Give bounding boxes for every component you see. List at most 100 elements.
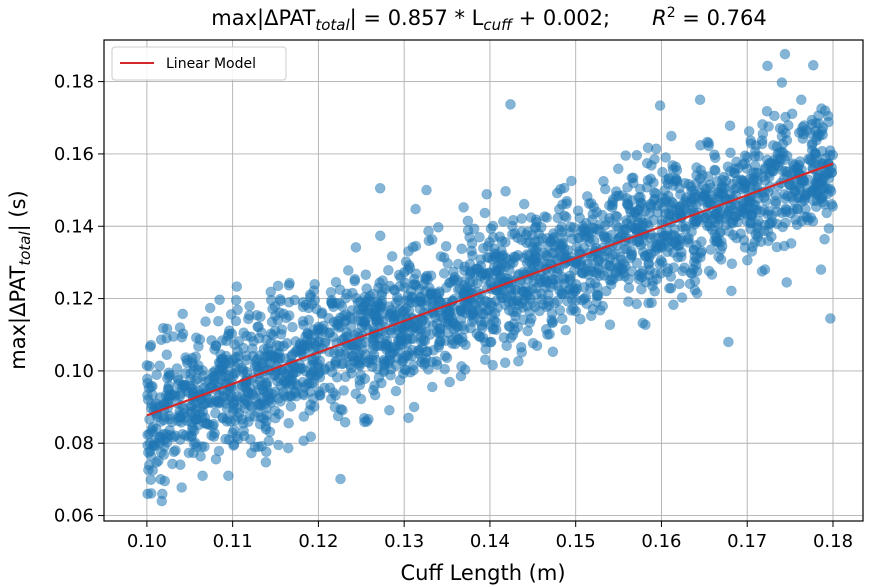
data-point — [644, 232, 656, 244]
data-point — [399, 266, 410, 278]
data-point — [392, 346, 404, 357]
data-point — [214, 294, 225, 306]
data-point — [603, 200, 615, 211]
data-point — [725, 166, 736, 177]
data-point — [238, 364, 249, 376]
data-point — [256, 380, 268, 392]
y-tick-label: 0.12 — [54, 289, 94, 310]
data-point — [522, 325, 534, 337]
data-point — [260, 456, 272, 468]
data-point — [213, 398, 224, 409]
y-tick-label: 0.14 — [54, 216, 94, 237]
data-point — [144, 341, 156, 353]
data-point — [325, 393, 337, 405]
data-point — [531, 217, 542, 228]
data-point — [597, 300, 609, 312]
data-point — [283, 279, 295, 291]
data-point — [642, 142, 654, 154]
data-point — [423, 364, 434, 375]
data-point — [309, 278, 321, 290]
data-point — [384, 311, 395, 323]
data-point — [743, 126, 755, 137]
data-point — [271, 339, 283, 351]
data-point — [785, 238, 797, 249]
data-point — [434, 296, 446, 308]
data-point — [410, 268, 422, 280]
data-point — [661, 266, 673, 278]
data-point — [223, 434, 235, 446]
data-point — [566, 175, 577, 187]
data-point — [568, 285, 580, 296]
data-point — [634, 183, 646, 195]
data-point — [462, 225, 474, 236]
data-point — [704, 221, 716, 232]
data-point — [485, 297, 497, 309]
data-point — [725, 147, 736, 159]
data-point — [640, 319, 651, 331]
data-point — [386, 251, 398, 262]
data-point — [219, 358, 231, 370]
data-point — [400, 350, 412, 361]
data-point — [390, 385, 402, 397]
data-point — [419, 285, 431, 297]
data-point — [816, 103, 827, 114]
data-point — [670, 237, 681, 248]
data-point — [798, 128, 809, 140]
data-point — [144, 414, 155, 425]
data-point — [723, 204, 735, 215]
data-point — [635, 197, 647, 209]
data-point — [210, 340, 221, 352]
data-point — [432, 222, 444, 233]
data-point — [660, 152, 672, 163]
data-point — [746, 208, 758, 220]
data-point — [485, 336, 497, 348]
data-point — [421, 184, 432, 196]
data-point — [807, 60, 819, 71]
data-point — [252, 407, 264, 418]
data-point — [384, 404, 395, 416]
data-point — [500, 186, 511, 197]
data-point — [240, 394, 251, 406]
data-point — [515, 341, 527, 353]
data-point — [374, 277, 386, 289]
data-point — [556, 313, 568, 325]
data-point — [695, 164, 707, 176]
data-point — [276, 324, 288, 335]
data-point — [751, 222, 763, 233]
data-point — [166, 416, 178, 428]
data-point — [197, 470, 208, 482]
data-point — [399, 277, 411, 289]
data-point — [289, 346, 301, 358]
data-point — [552, 295, 563, 307]
data-point — [674, 278, 685, 290]
data-point — [683, 232, 695, 244]
data-point — [541, 277, 553, 289]
data-point — [481, 189, 493, 200]
data-point — [335, 473, 346, 485]
data-point — [547, 316, 559, 328]
data-point — [483, 252, 494, 264]
data-point — [369, 389, 381, 401]
data-point — [194, 334, 206, 345]
data-point — [727, 178, 739, 190]
title-superscript-2: 2 — [667, 5, 676, 21]
data-point — [475, 260, 487, 272]
data-point — [547, 346, 559, 358]
data-point — [555, 183, 566, 195]
data-point — [339, 316, 351, 328]
x-tick-label: 0.10 — [127, 531, 167, 552]
x-axis-ticks: 0.10 0.11 0.12 0.13 0.14 0.15 0.16 0.17 0.18 — [127, 521, 853, 552]
data-point — [776, 77, 788, 88]
data-point — [479, 207, 491, 219]
data-point — [655, 254, 667, 266]
data-point — [688, 244, 700, 256]
data-point — [191, 413, 202, 425]
data-point — [626, 249, 638, 260]
data-point — [637, 246, 649, 258]
x-tick-label: 0.13 — [384, 531, 424, 552]
data-point — [527, 337, 539, 349]
data-point — [452, 258, 464, 270]
data-point — [161, 349, 173, 361]
data-point — [208, 371, 220, 382]
data-point — [253, 441, 264, 453]
